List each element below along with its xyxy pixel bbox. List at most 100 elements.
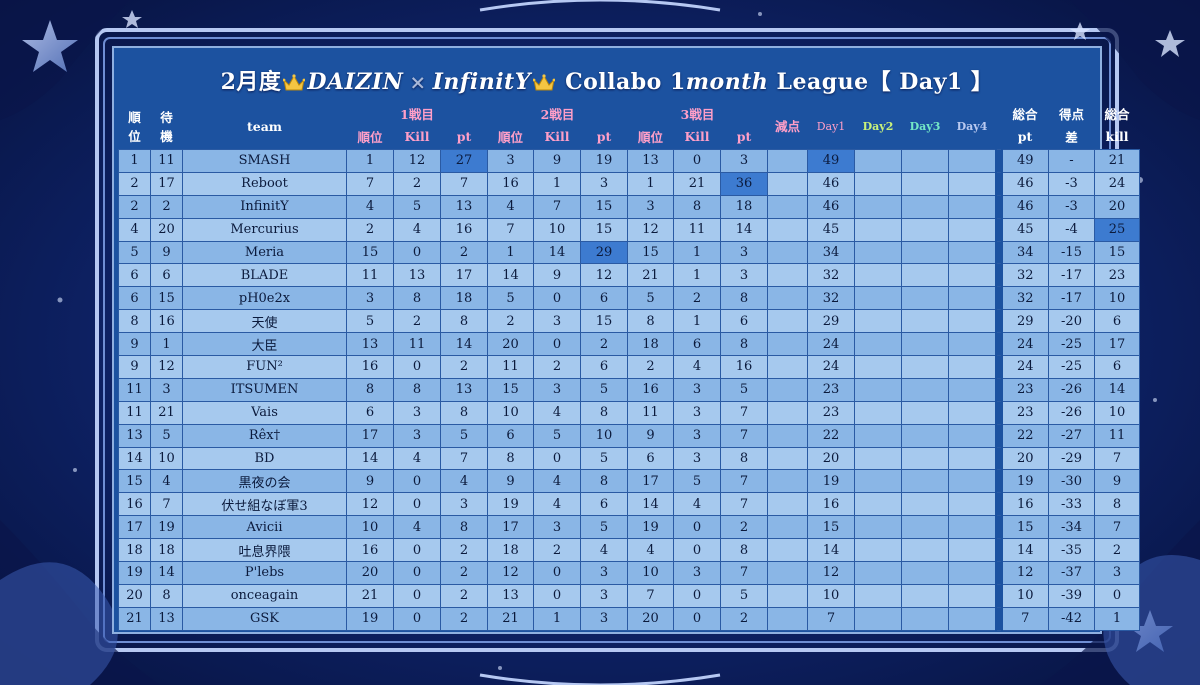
cell-m2-pt: 15 [580, 309, 628, 334]
cell-rank: 11 [118, 400, 151, 425]
cell-rank: 9 [118, 332, 151, 357]
table-row: 17 19 Avicii 10 4 8 17 3 5 19 0 2 15 15 -34 7 [118, 515, 1140, 540]
cell-total-kill: 17 [1094, 332, 1140, 357]
cell-m1-pt: 13 [440, 377, 488, 402]
cell-m1-rank: 4 [346, 194, 394, 219]
cell-m3-kill: 4 [673, 492, 721, 517]
cell-m1-kill: 3 [393, 423, 441, 448]
cell-diff: -3 [1048, 194, 1095, 219]
cell-team: Reboot [182, 171, 347, 196]
cell-m1-pt: 5 [440, 423, 488, 448]
cell-m3-kill: 11 [673, 217, 721, 242]
cell-m3-kill: 3 [673, 561, 721, 585]
cell-penalty [767, 240, 808, 265]
cell-m1-rank: 16 [346, 538, 394, 563]
cell-m3-pt: 7 [720, 492, 768, 517]
cell-rank: 2 [118, 194, 151, 219]
cell-day3 [901, 332, 949, 357]
cell-m3-pt: 6 [720, 309, 768, 334]
cell-day2 [854, 149, 902, 173]
table-row: 16 7 伏せ組なぼ軍3 12 0 3 19 4 6 14 4 7 16 16 -33 8 [118, 492, 1140, 517]
cell-day1: 23 [807, 400, 855, 425]
cell-m3-rank: 20 [627, 606, 674, 631]
cell-day1: 49 [807, 149, 855, 173]
cell-team: FUN² [182, 355, 347, 379]
cell-diff: -33 [1048, 492, 1095, 517]
cell-day1: 22 [807, 423, 855, 448]
cell-m3-pt: 7 [720, 400, 768, 425]
cell-m3-pt: 3 [720, 263, 768, 288]
cell-m1-kill: 0 [393, 240, 441, 265]
cell-total-kill: 1 [1094, 606, 1140, 631]
cell-m3-rank: 3 [627, 194, 674, 219]
cell-day1: 46 [807, 171, 855, 196]
cell-diff: -20 [1048, 309, 1095, 334]
cell-m3-kill: 21 [673, 171, 721, 196]
cell-day1: 7 [807, 606, 855, 631]
cell-wait: 9 [150, 240, 183, 265]
cell-day2 [854, 561, 902, 585]
cell-wait: 12 [150, 355, 183, 379]
cell-team: Rêx† [182, 423, 347, 448]
cell-m1-pt: 13 [440, 194, 488, 219]
cell-m2-pt: 5 [580, 515, 628, 540]
cell-m3-kill: 3 [673, 446, 721, 471]
cell-day4 [948, 263, 996, 288]
cell-day2 [854, 538, 902, 563]
cell-m1-kill: 0 [393, 538, 441, 563]
cell-team: P'lebs [182, 561, 347, 585]
cell-rank: 8 [118, 309, 151, 334]
cell-m3-rank: 2 [627, 355, 674, 379]
cell-m2-rank: 6 [487, 423, 534, 448]
cell-m2-rank: 7 [487, 217, 534, 242]
cell-diff: -4 [1048, 217, 1095, 242]
cell-m3-rank: 7 [627, 583, 674, 608]
header-row-top: 順 位 待 機 team 1戦目 2戦目 3戦目 減点 Day1 Day2 Da… [119, 104, 1140, 144]
col-header-m2-pt: pt [596, 128, 612, 144]
cell-m1-rank: 10 [346, 515, 394, 540]
cell-day4 [948, 538, 996, 563]
col-header-day3: Day3 [909, 120, 941, 133]
cell-m2-pt: 19 [580, 149, 628, 173]
cell-wait: 20 [150, 217, 183, 242]
cell-day3 [901, 423, 949, 448]
cell-total-pt: 16 [1001, 492, 1049, 517]
cell-total-pt: 49 [1001, 149, 1049, 173]
cell-day4 [948, 423, 996, 448]
cell-m1-pt: 18 [440, 286, 488, 311]
table-row: 9 12 FUN² 16 0 2 11 2 6 2 4 16 24 24 -25 6 [118, 355, 1140, 379]
cell-m2-kill: 1 [533, 606, 581, 631]
cell-m1-rank: 2 [346, 217, 394, 242]
cell-m1-kill: 11 [393, 332, 441, 357]
cell-m1-kill: 0 [393, 561, 441, 585]
table-row: 11 21 Vais 6 3 8 10 4 8 11 3 7 23 23 -26 10 [118, 400, 1140, 425]
cell-total-kill: 7 [1094, 515, 1140, 540]
cell-wait: 13 [150, 606, 183, 631]
cell-m2-rank: 12 [487, 561, 534, 585]
cell-m1-rank: 14 [346, 446, 394, 471]
cell-m2-kill: 0 [533, 583, 581, 608]
cell-day3 [901, 171, 949, 196]
col-header-rank: 順 位 [128, 109, 141, 144]
cell-m3-kill: 0 [673, 538, 721, 563]
cell-day1: 14 [807, 538, 855, 563]
cell-m3-kill: 3 [673, 400, 721, 425]
cell-team: Vais [182, 400, 347, 425]
cell-rank: 6 [118, 263, 151, 288]
cell-m3-rank: 14 [627, 492, 674, 517]
cell-day2 [854, 286, 902, 311]
cell-diff: -26 [1048, 377, 1095, 402]
cell-m3-kill: 1 [673, 263, 721, 288]
cell-m1-pt: 27 [440, 149, 488, 173]
table-row: 13 5 Rêx† 17 3 5 6 5 10 9 3 7 22 22 -27 11 [118, 423, 1140, 448]
cell-day4 [948, 309, 996, 334]
cell-total-pt: 24 [1001, 355, 1049, 379]
cell-m3-rank: 16 [627, 377, 674, 402]
cell-penalty [767, 538, 808, 563]
cell-total-pt: 14 [1001, 538, 1049, 563]
cell-day1: 12 [807, 561, 855, 585]
cell-m2-kill: 2 [533, 355, 581, 379]
cell-m1-rank: 12 [346, 492, 394, 517]
cell-penalty [767, 492, 808, 517]
cell-m1-kill: 3 [393, 400, 441, 425]
